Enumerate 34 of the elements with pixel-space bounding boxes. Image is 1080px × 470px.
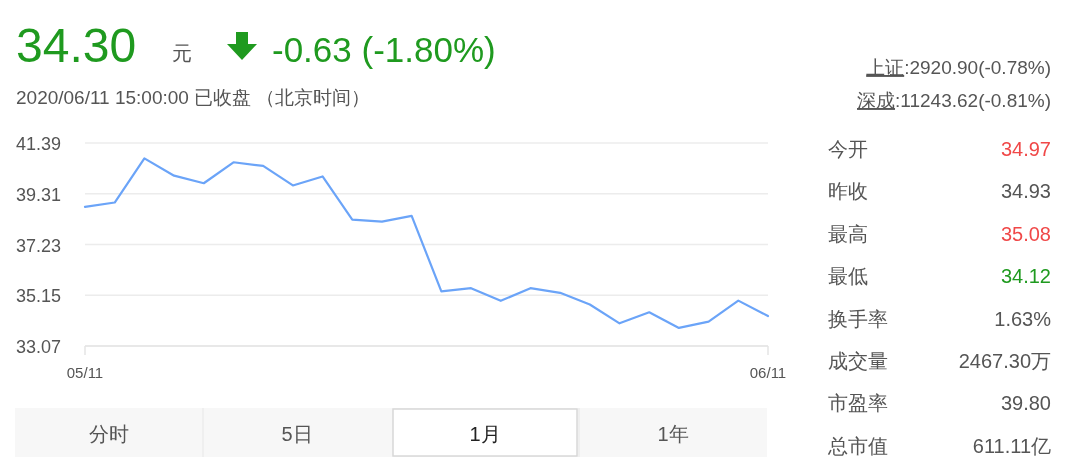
y-tick-label: 37.23	[16, 235, 62, 256]
y-tick-label: 35.15	[16, 286, 62, 307]
text: 上证:2920.90(-0.78%)	[866, 57, 1051, 78]
text: 39.80	[1000, 392, 1051, 415]
text: 今开	[828, 138, 868, 160]
text: 1月	[469, 423, 501, 445]
line-series	[83, 157, 770, 330]
x-tick-label: 05/11	[66, 364, 104, 381]
text: 34.97	[1000, 138, 1051, 160]
text: 深成:11243.62(-0.81%)	[857, 90, 1051, 111]
text: 2467.30万	[958, 350, 1051, 372]
y-tick-label: 33.07	[16, 337, 62, 357]
text: 5日	[281, 423, 313, 445]
y-tick-label: 39.31	[16, 184, 62, 205]
text: 元	[172, 42, 192, 64]
text: 市盈率	[828, 392, 888, 415]
text: 最高	[828, 222, 868, 245]
chart-title: 34.30	[16, 19, 137, 72]
text: 34.93	[1000, 180, 1051, 203]
text: 35.08	[1000, 222, 1051, 245]
text: 1.63%	[994, 307, 1052, 330]
text: 34.12	[1000, 265, 1051, 288]
text: 总市值	[827, 434, 888, 457]
text: 分时	[89, 423, 129, 445]
text: 昨收	[828, 180, 868, 203]
text: 最低	[828, 265, 868, 288]
text: 611.11亿	[972, 434, 1051, 457]
text: 成交量	[828, 350, 888, 372]
text: 换手率	[828, 307, 888, 330]
x-tick-label: 06/11	[749, 364, 787, 381]
y-tick-label: 41.39	[16, 134, 62, 154]
text: 1年	[657, 423, 689, 445]
text: -0.63 (-1.80%)	[272, 30, 496, 69]
chart-subtitle: 2020/06/11 15:00:00 已收盘 （北京时间）	[16, 87, 371, 108]
